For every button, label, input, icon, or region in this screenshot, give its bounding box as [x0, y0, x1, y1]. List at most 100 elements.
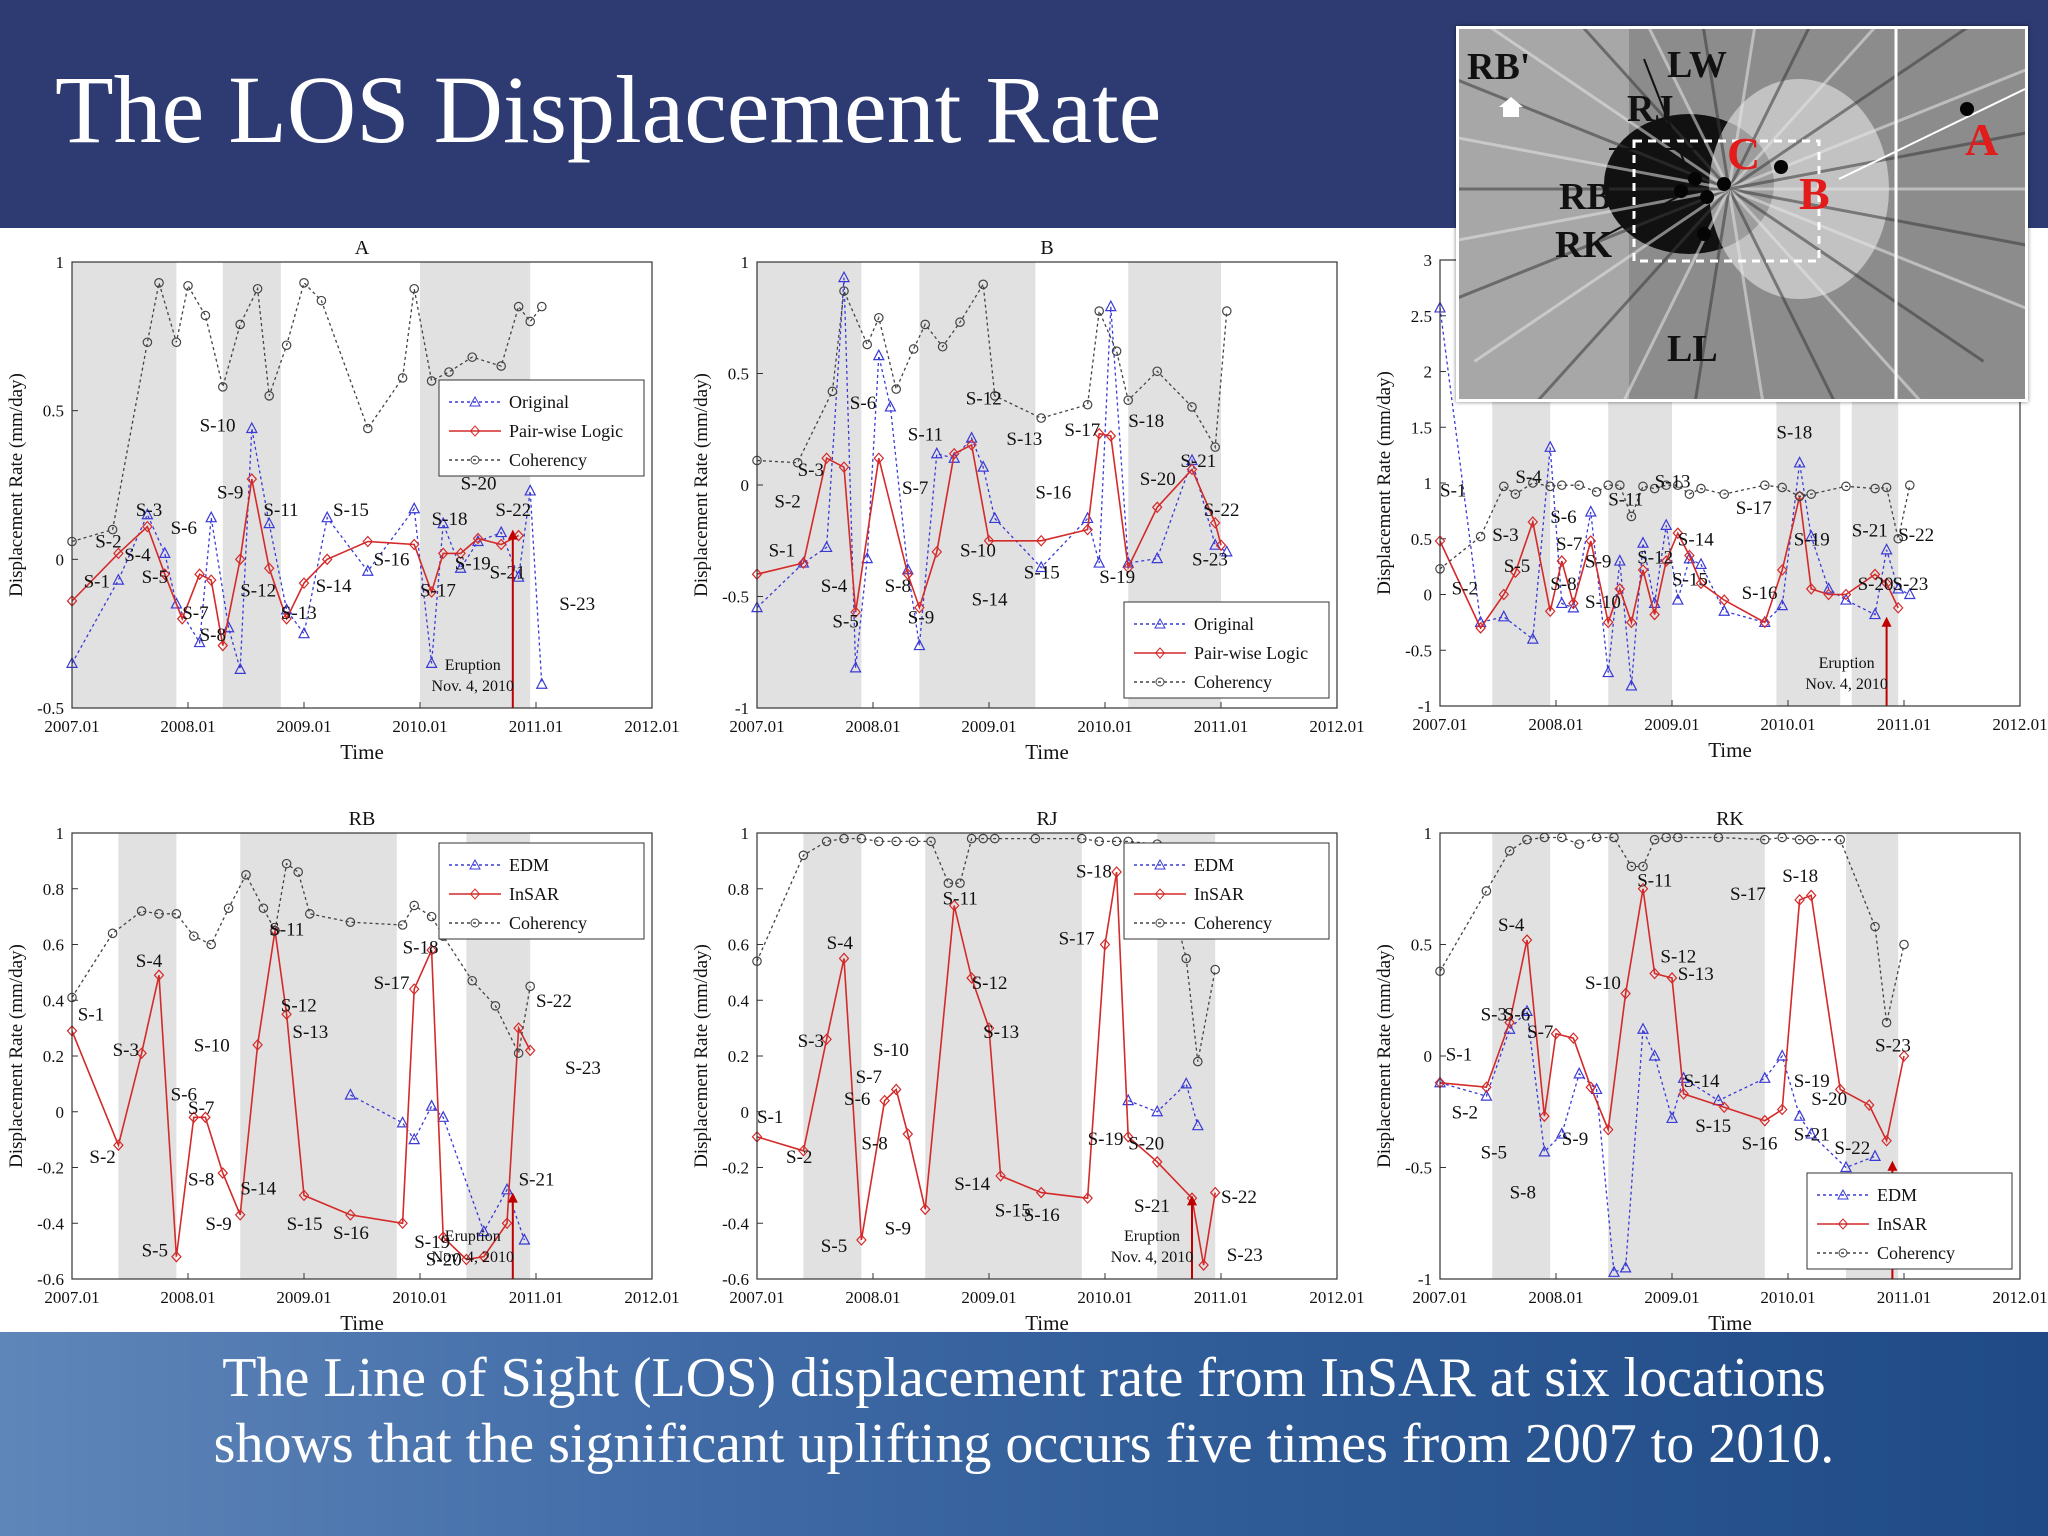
map-label: B — [1799, 168, 1830, 219]
coherency-point — [1094, 836, 1104, 847]
coherency-point — [926, 836, 936, 847]
point-annotation: S-21 — [1852, 521, 1888, 542]
x-tick-label: 2011.01 — [1194, 717, 1249, 736]
coherency-point — [827, 386, 838, 397]
y-tick-label: 0.4 — [728, 991, 750, 1010]
y-tick-label: 1 — [741, 824, 750, 843]
point-annotation: S-11 — [1608, 489, 1643, 510]
coherency-point — [1499, 481, 1509, 492]
edm-line — [350, 1094, 526, 1241]
terrain-ridge — [1697, 0, 1731, 190]
legend-marker — [469, 858, 481, 870]
pair-wise-logic-point — [408, 538, 420, 551]
coherency-point — [1574, 839, 1584, 849]
original-point — [1104, 299, 1117, 312]
point-annotation: S-12 — [240, 581, 276, 602]
insar-point — [1198, 1259, 1209, 1271]
original-point — [205, 510, 218, 523]
point-annotation: S-4 — [1498, 915, 1525, 936]
coherency-point — [943, 878, 954, 888]
pair-wise-logic-point — [246, 473, 258, 485]
pair-wise-logic-point — [1105, 430, 1117, 442]
point-annotation: S-20 — [1128, 1134, 1164, 1155]
point-annotation: S-10 — [960, 540, 996, 561]
insar-point — [1666, 972, 1678, 984]
coherency-point — [1835, 834, 1845, 845]
coherency-point — [281, 858, 292, 869]
edm-point — [1521, 1004, 1533, 1017]
coherency-point — [1719, 489, 1729, 499]
insar-point — [879, 1094, 890, 1107]
point-annotation: S-3 — [798, 1031, 824, 1052]
caption-line-1: The Line of Sight (LOS) displacement rat… — [222, 1347, 1826, 1409]
x-axis-label: Time — [1025, 740, 1069, 764]
eruption-label: Eruption — [1819, 655, 1875, 672]
point-annotation: S-4 — [1515, 467, 1542, 488]
insar-point — [919, 1203, 931, 1216]
pair-wise-logic-point — [966, 438, 977, 451]
coherency-point — [1481, 886, 1492, 896]
x-tick-label: 2012.01 — [1992, 1288, 2047, 1307]
pair-wise-logic-point — [298, 577, 310, 590]
pair-wise-logic-point — [1035, 534, 1047, 547]
coherency-point — [1082, 399, 1093, 410]
point-annotation: S-17 — [1064, 420, 1100, 441]
eruption-date: Nov. 4, 2010 — [432, 1249, 515, 1266]
original-point — [245, 421, 258, 434]
point-annotation: S-22 — [1898, 525, 1934, 546]
coherency-point — [1661, 480, 1671, 491]
point-annotation: S-14 — [316, 576, 352, 597]
coherency-point — [1899, 939, 1909, 950]
point-annotation: S-7 — [188, 1098, 214, 1119]
insar-point — [1550, 1027, 1562, 1040]
pair-wise-logic-point — [838, 461, 850, 474]
insar-point — [890, 1083, 902, 1096]
coherency-point — [955, 878, 965, 888]
coherency-point — [304, 909, 315, 919]
edm-point — [1480, 1089, 1493, 1101]
pair-wise-logic-line — [1439, 496, 1899, 630]
insar-point — [995, 1169, 1006, 1182]
site-marker — [1697, 227, 1711, 241]
y-tick-label: 0 — [56, 550, 65, 569]
insar-point — [269, 924, 281, 937]
edm-point — [425, 1099, 438, 1111]
pair-wise-logic-point — [821, 452, 832, 465]
x-tick-label: 2011.01 — [1194, 1288, 1249, 1307]
pair-wise-logic-point — [1823, 588, 1834, 601]
point-annotation: S-6 — [171, 1085, 197, 1106]
original-point — [884, 400, 897, 412]
point-annotation: S-10 — [200, 415, 236, 436]
point-annotation: S-15 — [1024, 563, 1060, 584]
point-annotation: S-4 — [821, 576, 848, 597]
legend: EDM InSAR Coherency — [1806, 1172, 2013, 1270]
insar-point — [1863, 1099, 1875, 1111]
point-annotation: S-2 — [1452, 579, 1478, 600]
original-point — [298, 626, 310, 639]
coherency-point — [856, 833, 867, 844]
y-tick-label: -0.2 — [722, 1159, 749, 1178]
coherency-point — [873, 312, 884, 323]
original-point — [872, 348, 885, 361]
chart-panel-4: RB Time Displacement Rate (mm/day) 2007.01 2… — [6, 808, 680, 1335]
insar-point — [1794, 894, 1805, 906]
insar-point — [1568, 1032, 1579, 1045]
point-annotation: S-5 — [821, 1236, 847, 1257]
original-point — [1892, 582, 1905, 594]
x-tick-label: 2010.01 — [392, 717, 447, 736]
insar-point — [1834, 1083, 1846, 1096]
pair-wise-logic-point — [1498, 588, 1510, 601]
original-point — [170, 597, 183, 609]
site-marker — [1960, 102, 1974, 116]
point-annotation: S-1 — [1440, 480, 1466, 501]
site-marker — [1674, 184, 1688, 198]
plot-frame — [1439, 832, 2021, 1280]
insar-point — [397, 1217, 408, 1230]
pair-wise-logic-point — [159, 568, 171, 581]
original-point — [495, 525, 508, 538]
y-tick-label: 0.2 — [43, 1047, 64, 1066]
point-annotation: S-7 — [856, 1067, 882, 1088]
point-annotation: S-23 — [565, 1058, 601, 1079]
x-tick-label: 2010.01 — [1760, 1288, 1815, 1307]
coherency-point — [171, 909, 182, 919]
